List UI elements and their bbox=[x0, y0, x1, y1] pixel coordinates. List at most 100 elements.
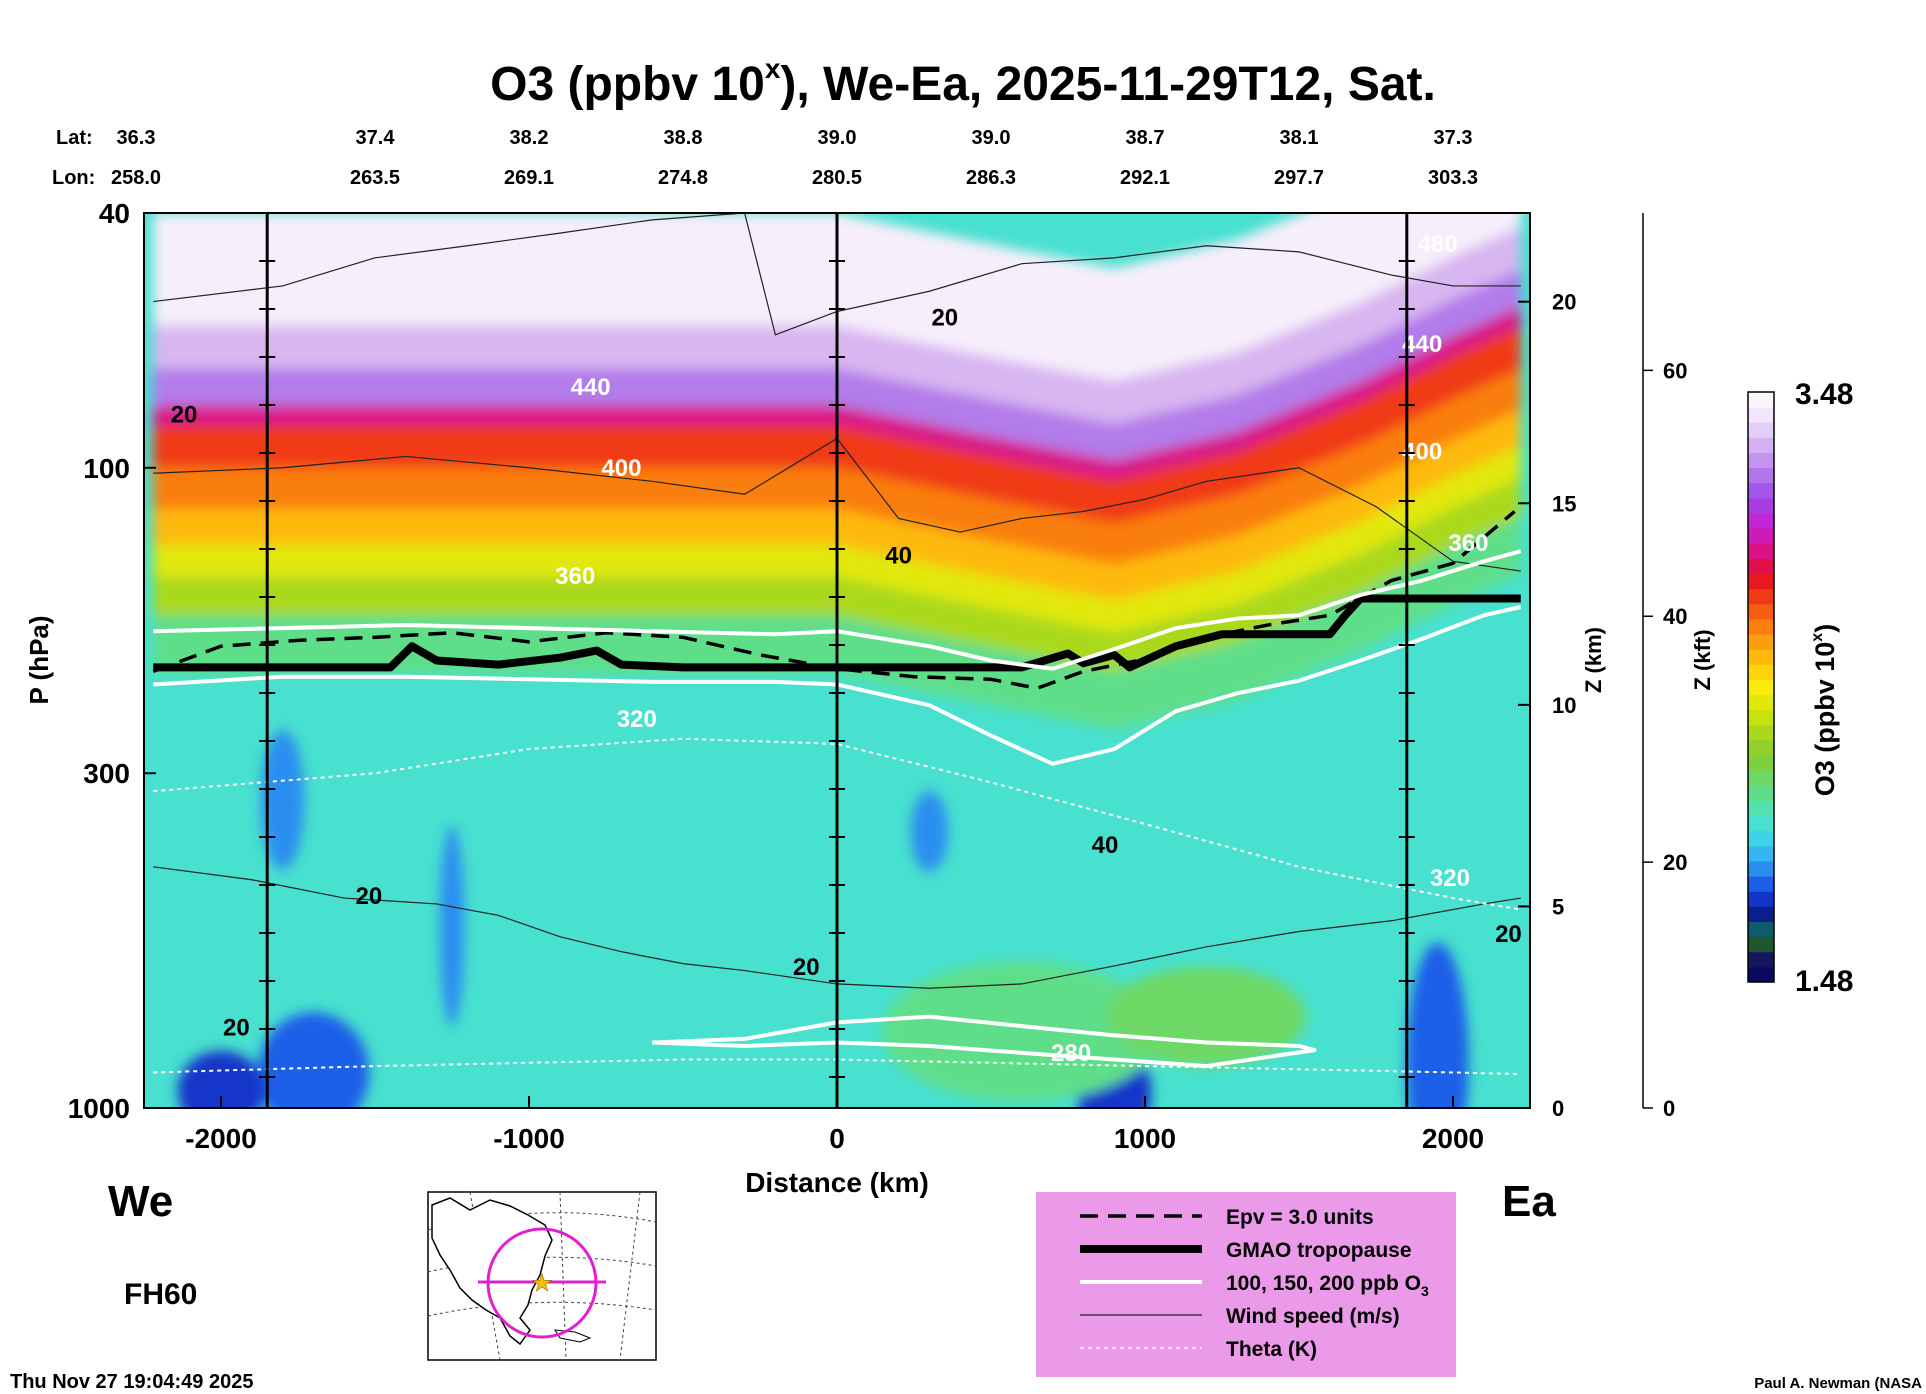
colorbar-swatch bbox=[1748, 724, 1774, 741]
contour-label: 400 bbox=[601, 455, 641, 482]
lon-value: 280.5 bbox=[812, 167, 862, 189]
lat-value: 36.3 bbox=[117, 127, 156, 149]
colorbar-min-label: 1.48 bbox=[1795, 965, 1853, 998]
colorbar-swatch bbox=[1748, 528, 1774, 544]
contour-label: 400 bbox=[1402, 438, 1442, 465]
colorbar-swatch bbox=[1748, 573, 1774, 590]
lon-value: 292.1 bbox=[1120, 167, 1170, 189]
colorbar-swatch bbox=[1748, 603, 1774, 620]
series-theta-320-k bbox=[153, 737, 1521, 911]
lon-value: 286.3 bbox=[966, 167, 1016, 189]
colorbar-swatch bbox=[1748, 452, 1774, 469]
colorbar-swatch bbox=[1748, 482, 1774, 499]
colorbar-swatch bbox=[1748, 966, 1774, 983]
colorbar-swatch bbox=[1748, 860, 1774, 877]
colorbar-swatch bbox=[1748, 649, 1774, 665]
series-o3-200-ppb-contour bbox=[153, 549, 1522, 671]
colorbar-swatch bbox=[1748, 815, 1774, 832]
colorbar-swatch bbox=[1748, 709, 1774, 726]
lat-value: 37.4 bbox=[356, 127, 396, 149]
z-kft-tick-label: 40 bbox=[1663, 604, 1687, 629]
x-tick-label: 2000 bbox=[1422, 1123, 1484, 1154]
series-epv-3-0-units bbox=[152, 510, 1516, 691]
colorbar-swatch bbox=[1748, 588, 1774, 605]
svg-text:★: ★ bbox=[531, 1270, 553, 1297]
series-o3-150-ppb-contour bbox=[153, 605, 1522, 766]
contour-label: 20 bbox=[355, 883, 382, 910]
forecast-hour-label: FH60 bbox=[124, 1278, 197, 1311]
east-label: Ea bbox=[1502, 1177, 1556, 1226]
x-tick-label: 0 bbox=[829, 1123, 845, 1154]
ozone-patch bbox=[910, 791, 949, 872]
z-km-tick-label: 15 bbox=[1552, 491, 1576, 516]
ozone-patch bbox=[257, 1012, 370, 1108]
ozone-patch bbox=[260, 729, 305, 870]
legend-background bbox=[1036, 1192, 1456, 1377]
timestamp: Thu Nov 27 19:04:49 2025 bbox=[10, 1371, 253, 1393]
colorbar-swatch bbox=[1748, 876, 1774, 892]
series-gmao-tropopause bbox=[153, 594, 1521, 672]
x-tick-label: -2000 bbox=[185, 1123, 257, 1154]
lon-label: Lon: bbox=[52, 167, 95, 189]
series-wind-speed-40-m-s bbox=[153, 437, 1521, 572]
colorbar-swatch bbox=[1748, 951, 1774, 968]
colorbar-swatch bbox=[1748, 785, 1774, 801]
colorbar-swatch bbox=[1748, 694, 1774, 711]
ozone-patch bbox=[882, 961, 1162, 1102]
chart-title: O3 (ppbv 10x), We-Ea, 2025-11-29T12, Sat… bbox=[490, 53, 1436, 111]
legend-label: 100, 150, 200 ppb O3 bbox=[1226, 1272, 1429, 1299]
colorbar-swatch bbox=[1748, 392, 1774, 408]
colorbar-swatch bbox=[1748, 543, 1774, 559]
legend-label: Epv = 3.0 units bbox=[1226, 1206, 1374, 1229]
lon-value: 274.8 bbox=[658, 167, 708, 189]
contour-label: 280 bbox=[1051, 1040, 1091, 1067]
legend-label: Theta (K) bbox=[1226, 1338, 1317, 1361]
lat-value: 38.1 bbox=[1280, 127, 1319, 149]
north-america-locator-map-icon: ★ bbox=[427, 1191, 657, 1361]
ozone-patch bbox=[1107, 966, 1306, 1067]
lat-lon-header: Lat: Lon: 36.3 258.0 37.4 263.5 38.2 269.1 38.8 2… bbox=[52, 127, 1478, 189]
z-km-axis-label: Z (km) bbox=[1581, 627, 1606, 693]
credit: Paul A. Newman (NASA bbox=[1754, 1375, 1922, 1392]
colorbar-frame bbox=[1747, 391, 1775, 983]
colorbar-swatch bbox=[1748, 845, 1774, 862]
contour-label: 20 bbox=[223, 1014, 250, 1041]
colorbar-swatch bbox=[1748, 558, 1774, 575]
lon-value: 263.5 bbox=[350, 167, 400, 189]
colorbar-swatch bbox=[1748, 634, 1774, 650]
ozone-band bbox=[153, 477, 1521, 674]
x-tick-label: 1000 bbox=[1114, 1123, 1176, 1154]
colorbar-swatch bbox=[1748, 739, 1774, 756]
contour-label: 440 bbox=[571, 374, 611, 401]
z-km-tick-label: 0 bbox=[1552, 1096, 1564, 1121]
contour-label: 480 bbox=[1418, 231, 1458, 258]
colorbar-swatch bbox=[1748, 891, 1774, 907]
legend: Epv = 3.0 units GMAO tropopause 100, 150, … bbox=[1036, 1192, 1456, 1377]
colorbar-swatch bbox=[1748, 800, 1774, 817]
ozone-band bbox=[153, 409, 1521, 605]
colorbar-swatch bbox=[1748, 770, 1774, 786]
colorbar-swatch bbox=[1748, 936, 1774, 953]
lat-value: 38.2 bbox=[510, 127, 549, 149]
colorbar-swatch bbox=[1748, 437, 1774, 454]
colorbar-swatch bbox=[1748, 407, 1774, 423]
colorbar-max-label: 3.48 bbox=[1795, 378, 1853, 411]
z-km-tick-label: 20 bbox=[1552, 290, 1576, 315]
contour-label: 360 bbox=[555, 563, 595, 590]
colorbar-swatch bbox=[1748, 664, 1774, 680]
contour-label: 440 bbox=[1402, 331, 1442, 358]
lat-value: 38.7 bbox=[1126, 127, 1165, 149]
series-wind-speed-20-m-s-lower- bbox=[153, 866, 1521, 989]
contour-label: 20 bbox=[171, 402, 198, 429]
legend-label: Wind speed (m/s) bbox=[1226, 1305, 1400, 1328]
colorbar-swatch bbox=[1748, 467, 1774, 484]
colorbar-swatch bbox=[1748, 497, 1774, 514]
contour-label: 20 bbox=[793, 954, 820, 981]
colorbar-swatch bbox=[1748, 906, 1774, 922]
colorbar-swatch bbox=[1748, 921, 1774, 938]
lat-value: 39.0 bbox=[818, 127, 857, 149]
colorbar-swatch bbox=[1748, 830, 1774, 847]
colorbar-swatch bbox=[1748, 618, 1774, 635]
contour-label: 20 bbox=[931, 305, 958, 332]
